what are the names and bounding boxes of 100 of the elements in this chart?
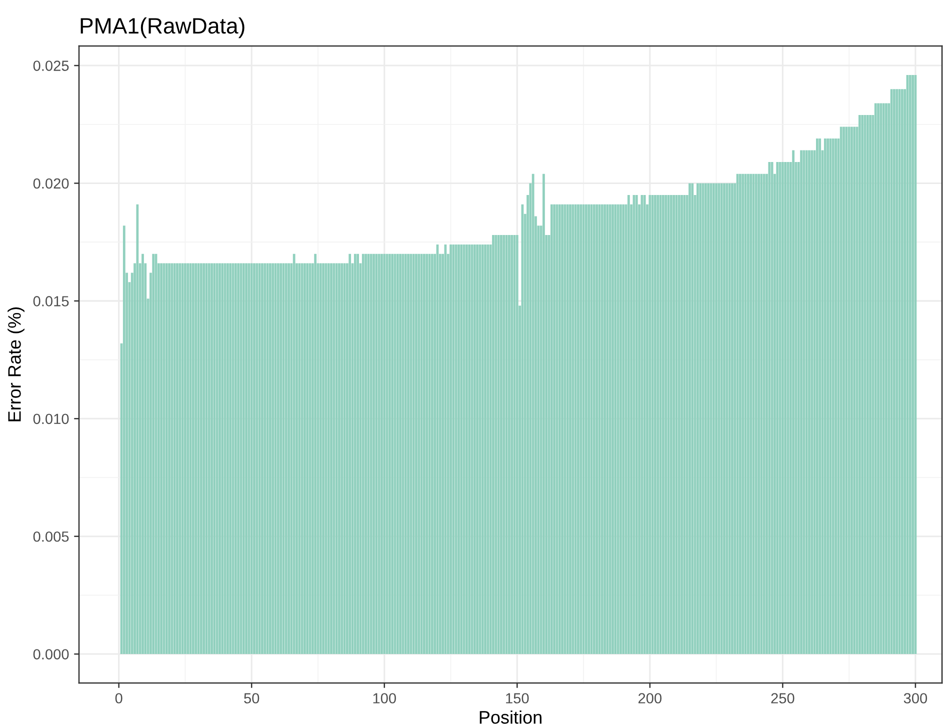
bar [715,183,718,654]
bar [600,204,604,654]
bar [454,244,458,654]
bar [391,254,394,654]
bar [168,263,170,654]
bar [754,174,758,654]
bar [726,183,728,654]
bar [280,263,282,654]
bar [335,263,338,654]
bar [272,263,274,654]
bar [861,114,864,654]
bar [253,263,256,654]
bar [608,204,612,654]
bar [656,195,660,654]
y-tick-label: 0.015 [33,296,69,306]
bar [832,138,834,654]
bar [620,204,622,654]
bar [882,103,885,654]
bar [816,138,818,654]
x-tick-label: 100 [373,693,396,704]
x-tick-label: 300 [904,693,928,704]
bar [375,254,378,654]
bar [237,263,240,654]
bar [165,263,168,654]
bar [378,254,380,654]
bar [362,254,364,654]
bar [500,235,502,654]
bar [723,183,726,654]
bar [564,204,566,654]
chart-title: PMA1(RawData) [80,17,244,38]
bar [627,195,630,654]
bar [574,204,577,654]
bar [372,254,375,654]
bar [768,162,771,654]
bar [229,263,232,654]
bar [383,254,386,654]
bar [566,204,569,654]
bar [332,263,336,654]
bar [651,195,654,654]
bar [728,183,731,654]
bar [858,114,861,654]
bar [354,254,356,654]
bar [712,183,715,654]
bar [226,263,229,654]
bar [396,254,399,654]
bar [622,204,625,654]
bar [640,195,644,654]
bar [202,263,205,654]
y-axis-title: Error Rate (%) [8,307,24,422]
bar [178,263,182,654]
bar [415,254,418,654]
bar [842,126,845,654]
bar [850,126,853,654]
bar [194,263,198,654]
bar [877,103,880,654]
bar [186,263,190,654]
bar [635,195,638,654]
bar [606,204,609,654]
y-tick-label: 0.005 [33,531,69,542]
y-tick-label: 0.020 [33,178,69,189]
bar [532,174,534,654]
y-tick-label: 0.025 [33,60,69,71]
y-tick-label: 0.010 [33,414,69,424]
bar [264,263,266,654]
bar [176,263,178,654]
bar [221,263,224,654]
x-tick-label: 200 [638,693,662,704]
bar [776,162,779,654]
bar [484,244,486,654]
bar [430,254,434,654]
bar [696,183,699,654]
bar [848,126,850,654]
bar [367,254,370,654]
bar [826,138,830,654]
bar [356,254,360,654]
bar [880,103,882,654]
bar [678,195,680,654]
bar [596,204,598,654]
bar [258,263,261,654]
x-tick-label: 250 [771,693,794,704]
bar [604,204,606,654]
x-tick-label: 150 [506,693,529,704]
bar [802,150,806,654]
bar [444,244,447,654]
bar [800,150,802,654]
bar [654,195,656,654]
bar [481,244,484,654]
bar [670,195,672,654]
bar [306,263,309,654]
bar [348,254,352,654]
bar [792,150,794,654]
bar [770,162,774,654]
bar [869,114,872,654]
x-axis-title: Position [480,710,542,724]
bar [388,254,391,654]
bar [314,254,317,654]
bar [404,254,407,654]
bar [268,263,272,654]
bar [614,204,617,654]
bar [912,74,914,654]
